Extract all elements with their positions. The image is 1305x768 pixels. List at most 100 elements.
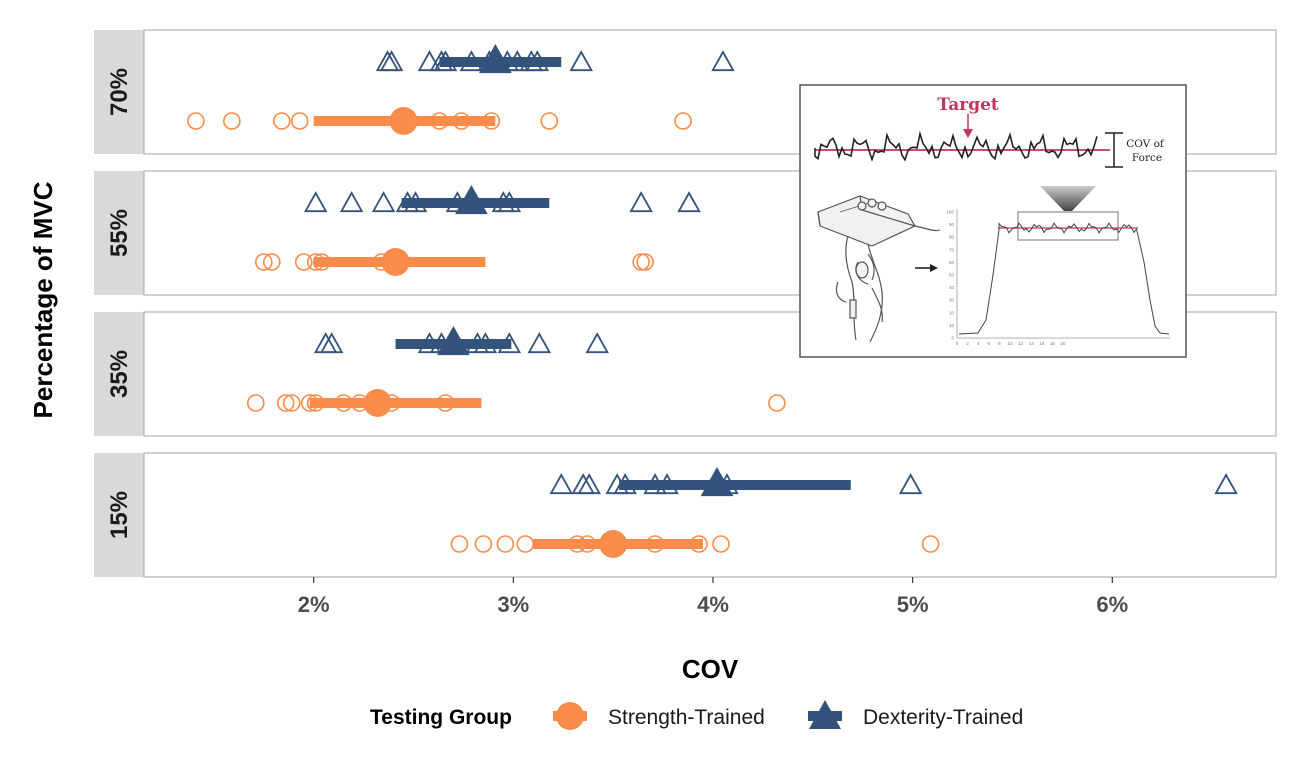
data-point-triangle <box>643 473 667 495</box>
inset-y-tick-label: 0 <box>951 336 954 341</box>
inset-y-tick-label: 90 <box>949 222 955 227</box>
inset-plot-trace <box>958 222 1170 335</box>
dexterity-series-55 <box>303 185 701 215</box>
data-point-triangle <box>497 332 522 354</box>
legend-dexterity-triangle-icon <box>809 700 841 729</box>
data-point-triangle <box>527 332 552 354</box>
facet-strip-35 <box>94 312 144 436</box>
legend-label-strength: Strength-Trained <box>608 706 765 729</box>
data-point-triangle <box>459 50 484 72</box>
inset-plot-ticks: 0 10 20 30 40 50 60 70 80 90 100 0 2 4 6 8 10 12 14 16 18 20 <box>946 210 1066 347</box>
data-point-triangle <box>577 473 601 495</box>
data-point-circle <box>254 253 273 271</box>
data-point-circle <box>306 253 325 271</box>
facet-strips: 70% 55% 35% 15% <box>94 30 144 577</box>
inset-x-tick-label: 10 <box>1007 341 1013 346</box>
data-point-circle <box>294 253 313 271</box>
inset-x-tick-label: 6 <box>988 341 991 346</box>
inset-x-tick-label: 0 <box>956 341 959 346</box>
target-arrow-icon <box>963 114 973 138</box>
dexterity-series-35 <box>313 326 609 356</box>
data-point-triangle <box>417 50 442 72</box>
data-point-triangle <box>1214 473 1238 495</box>
data-point-circle <box>578 535 597 553</box>
legend: Testing Group Strength-Trained Dexterity… <box>370 700 1023 730</box>
x-axis: 2% 3% 4% 5% 6% <box>298 577 1128 617</box>
x-tick-label: 2% <box>298 592 330 617</box>
panel-frame <box>143 452 1277 578</box>
data-point-circle <box>768 394 786 412</box>
inset-x-tick-label: 4 <box>977 341 980 346</box>
hand-transducer-illustration-icon <box>817 195 941 343</box>
legend-key-strength <box>553 702 587 730</box>
facet-strip-label-70: 70% <box>106 68 133 116</box>
inset-y-tick-label: 20 <box>949 310 955 315</box>
inset-y-tick-label: 30 <box>949 298 955 303</box>
data-point-circle <box>646 535 664 553</box>
data-point-circle <box>276 394 295 412</box>
mean-marker-triangle <box>437 326 470 356</box>
data-point-triangle <box>403 191 428 213</box>
x-tick-label: 6% <box>1096 592 1128 617</box>
dexterity-series-70 <box>375 44 735 74</box>
data-point-circle <box>674 112 692 130</box>
inset-x-tick-label: 18 <box>1050 341 1056 346</box>
dexterity-series-15 <box>549 467 1238 497</box>
data-point-circle <box>223 112 241 130</box>
inset-y-tick-label: 40 <box>949 285 955 290</box>
legend-key-dexterity <box>808 700 842 729</box>
mean-marker-circle <box>389 107 418 135</box>
inset-x-tick-label: 12 <box>1018 341 1024 346</box>
inset-y-tick-label: 80 <box>949 235 955 240</box>
facet-strip-label-35: 35% <box>106 350 133 398</box>
inset-y-tick-label: 100 <box>946 210 954 215</box>
data-point-circle <box>262 253 281 271</box>
data-point-triangle <box>677 191 701 213</box>
data-point-circle <box>496 535 515 553</box>
x-tick-label: 3% <box>497 592 529 617</box>
data-point-circle <box>290 112 309 130</box>
data-point-triangle <box>505 50 530 72</box>
data-point-triangle <box>339 191 364 213</box>
facet-strip-15 <box>94 453 144 577</box>
data-point-circle <box>272 112 291 130</box>
inset-x-tick-label: 14 <box>1029 341 1035 346</box>
data-point-circle <box>450 535 469 553</box>
cov-bracket-icon <box>1105 132 1123 168</box>
data-point-triangle <box>303 191 328 213</box>
data-point-circle <box>187 112 205 130</box>
inset-y-tick-label: 70 <box>949 247 955 252</box>
facet-panel-15 <box>143 452 1277 578</box>
facet-strip-label-55: 55% <box>106 209 133 257</box>
data-point-circle <box>306 394 325 412</box>
mean-marker-triangle <box>455 185 488 215</box>
mean-marker-triangle <box>700 467 734 497</box>
inset-y-tick-label: 60 <box>949 260 955 265</box>
data-point-circle <box>247 394 265 412</box>
data-point-triangle <box>655 473 679 495</box>
range-bar <box>309 398 482 408</box>
mean-marker-circle <box>381 248 410 276</box>
inset-x-tick-label: 16 <box>1039 341 1045 346</box>
range-bar <box>619 480 851 490</box>
data-point-triangle <box>525 50 550 72</box>
data-point-circle <box>636 253 654 271</box>
strength-series-70 <box>187 107 692 135</box>
data-point-circle <box>632 253 650 271</box>
inset-illustration: Target COV of Force <box>799 84 1187 358</box>
data-point-circle <box>300 394 319 412</box>
inset-zoom-beam <box>1040 186 1096 211</box>
data-point-triangle <box>497 191 522 213</box>
legend-label-dexterity: Dexterity-Trained <box>863 706 1023 729</box>
data-point-triangle <box>569 50 593 72</box>
data-point-triangle <box>613 473 637 495</box>
strength-series-55 <box>254 248 654 276</box>
x-axis-title: COV <box>682 654 739 684</box>
inset-x-tick-label: 20 <box>1060 341 1066 346</box>
legend-strength-circle-icon <box>556 702 584 730</box>
data-point-triangle <box>629 191 653 213</box>
facet-strip-label-15: 15% <box>106 491 133 539</box>
data-point-circle <box>568 535 587 553</box>
strength-series-35 <box>247 389 786 417</box>
